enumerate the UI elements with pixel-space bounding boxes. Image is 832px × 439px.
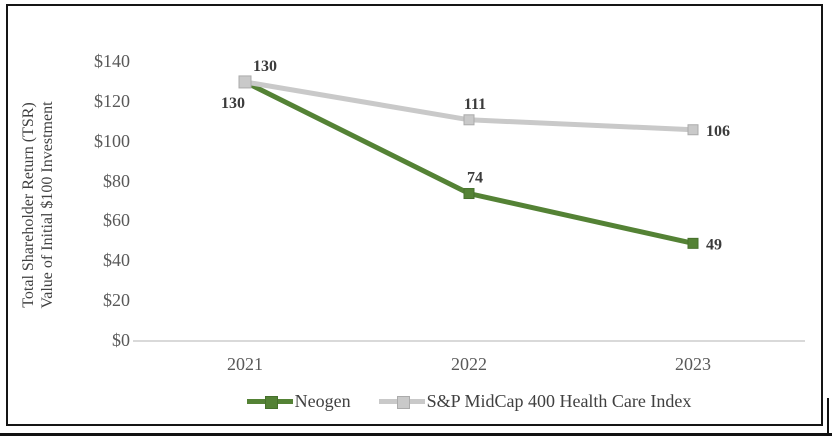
legend-line-marker-icon-neogen (246, 396, 293, 409)
data-point-label-s-p-midcap-400-health-care-index-2023: 106 (706, 123, 730, 140)
legend-label-s-p-midcap-400-health-care-index: S&P MidCap 400 Health Care Index (426, 391, 692, 411)
y-tick-label-120: $120 (94, 90, 130, 111)
chart-legend: Neogen S&P MidCap 400 Health Care Index (133, 391, 805, 412)
data-point-marker-s-p-midcap-400-health-care-index-2023 (687, 124, 699, 136)
y-tick-label-140: $140 (94, 51, 130, 71)
y-tick-label-80: $80 (103, 170, 130, 191)
outer-frame-right-edge (827, 398, 829, 436)
y-tick-label-40: $40 (103, 250, 130, 271)
legend-square-marker-icon (264, 396, 278, 409)
y-tick-label-0: $0 (112, 330, 130, 350)
data-point-label-neogen-2022: 74 (467, 170, 483, 187)
outer-frame-bottom-edge (0, 433, 832, 436)
data-point-marker-s-p-midcap-400-health-care-index-2021 (238, 75, 252, 89)
chart-border-frame (6, 4, 823, 426)
y-axis-title-line1: Total Shareholder Return (TSR) (20, 102, 37, 308)
y-tick-label-20: $20 (103, 290, 130, 311)
legend-label-neogen: Neogen (294, 391, 351, 411)
x-category-label-2022: 2022 (451, 354, 487, 374)
data-point-marker-neogen-2023 (687, 237, 699, 249)
data-point-label-neogen-2023: 49 (706, 236, 722, 253)
y-tick-label-60: $60 (103, 210, 130, 231)
data-point-label-s-p-midcap-400-health-care-index-2022: 111 (464, 96, 486, 113)
data-point-label-s-p-midcap-400-health-care-index-2021: 130 (253, 58, 277, 75)
x-category-label-2021: 2021 (227, 354, 263, 374)
data-point-marker-s-p-midcap-400-health-care-index-2022 (463, 114, 475, 126)
y-tick-label-100: $100 (94, 130, 130, 151)
data-point-label-neogen-2021: 130 (221, 95, 245, 112)
data-point-marker-neogen-2022 (463, 188, 475, 200)
legend-item-neogen: Neogen (246, 391, 351, 412)
legend-line-marker-icon-s-p-midcap-400-health-care-index (378, 396, 425, 409)
x-category-label-2023: 2023 (675, 354, 711, 374)
legend-item-s-p-midcap-400-health-care-index: S&P MidCap 400 Health Care Index (378, 391, 692, 412)
legend-square-marker-icon (396, 396, 410, 409)
